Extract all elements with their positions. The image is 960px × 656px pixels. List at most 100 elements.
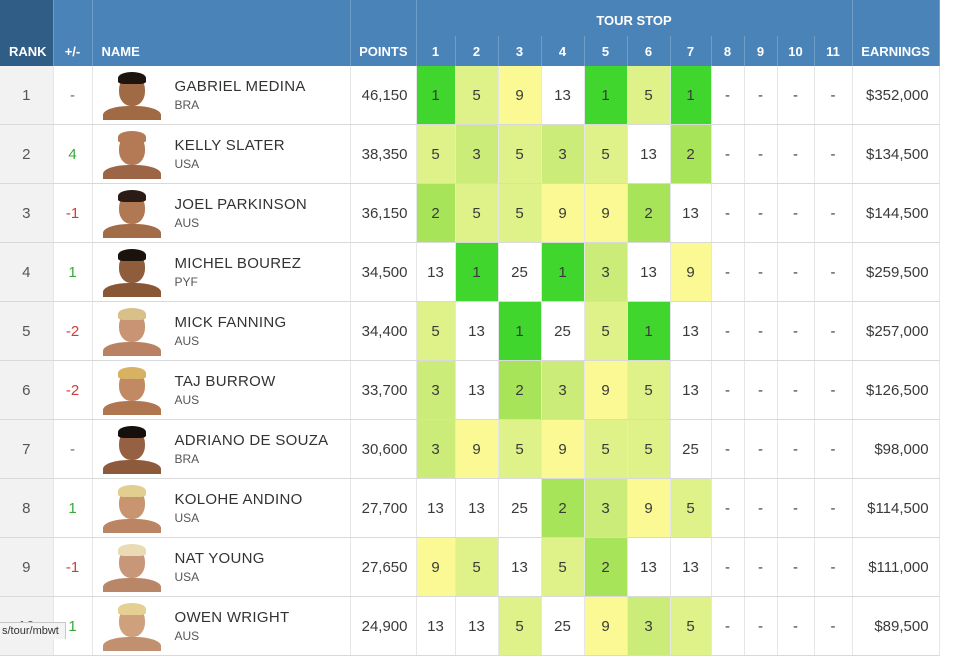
surfer-name[interactable]: KELLY SLATER — [174, 137, 285, 154]
stop-result-cell: 2 — [498, 360, 542, 420]
surfer-cell[interactable]: GABRIEL MEDINA BRA — [92, 66, 351, 125]
surfer-name[interactable]: KOLOHE ANDINO — [174, 491, 303, 508]
surfer-name[interactable]: NAT YOUNG — [174, 550, 265, 567]
avatar[interactable] — [102, 306, 161, 356]
avatar[interactable] — [102, 188, 161, 238]
rank-header[interactable]: RANK — [0, 0, 54, 66]
change-header[interactable]: +/- — [53, 0, 93, 66]
earnings-header[interactable]: EARNINGS — [852, 0, 940, 66]
table-row[interactable]: 5 -2 MICK FANNING AUS 34,400 5 13 1 25 5 1 13- - - - $2… — [0, 301, 940, 361]
stop-result-cell: 1 — [498, 301, 542, 361]
stop-header-5[interactable]: 5 — [584, 36, 628, 66]
avatar[interactable] — [102, 365, 161, 415]
change-cell: - — [53, 66, 93, 125]
surfer-cell[interactable]: MICHEL BOUREZ PYF — [92, 242, 351, 302]
points-header[interactable]: POINTS — [350, 0, 417, 66]
stop-header-4[interactable]: 4 — [541, 36, 585, 66]
tour-stop-header: TOUR STOP — [416, 0, 853, 36]
stop-header-1[interactable]: 1 — [416, 36, 456, 66]
stop-result-cell: - — [777, 596, 815, 656]
surfer-name[interactable]: GABRIEL MEDINA — [174, 78, 306, 95]
stop-result-cell: - — [777, 360, 815, 420]
stop-result-cell: 3 — [455, 124, 499, 184]
stop-result-cell: 25 — [541, 301, 585, 361]
stop-result-cell: 3 — [584, 478, 628, 538]
table-row[interactable]: 1- GABRIEL MEDINA BRA 46,150 1 5 9 13 1 5 1- - - - $35… — [0, 66, 940, 125]
change-cell: -1 — [53, 537, 93, 597]
table-row[interactable]: 4 1 MICHEL BOUREZ PYF 34,500 13 1 25 1 3 13 9- - - - $2… — [0, 242, 940, 302]
surfer-name[interactable]: MICK FANNING — [174, 314, 287, 331]
stop-result-cell: - — [711, 301, 745, 361]
surfer-cell[interactable]: JOEL PARKINSON AUS — [92, 183, 351, 243]
surfer-name[interactable]: MICHEL BOUREZ — [174, 255, 302, 272]
surfer-cell[interactable]: MICK FANNING AUS — [92, 301, 351, 361]
table-row[interactable]: 2 4 KELLY SLATER USA 38,350 5 3 5 3 5 13 2- - - - $134,… — [0, 124, 940, 184]
earnings-cell: $126,500 — [852, 360, 940, 420]
change-cell: - — [53, 419, 93, 479]
rank-cell: 5 — [0, 301, 54, 361]
stop-header-6[interactable]: 6 — [627, 36, 671, 66]
avatar[interactable] — [102, 70, 161, 120]
surfer-name[interactable]: ADRIANO DE SOUZA — [174, 432, 329, 449]
stop-result-cell: 9 — [627, 478, 671, 538]
surfer-cell[interactable]: NAT YOUNG USA — [92, 537, 351, 597]
stop-header-8[interactable]: 8 — [711, 36, 745, 66]
stop-header-9[interactable]: 9 — [744, 36, 778, 66]
stop-result-cell: - — [744, 242, 778, 302]
earnings-cell: $114,500 — [852, 478, 940, 538]
table-row[interactable]: 8 1 KOLOHE ANDINO USA 27,700 13 13 25 2 3 9 5- - - - $1… — [0, 478, 940, 538]
surfer-cell[interactable]: OWEN WRIGHT AUS — [92, 596, 351, 656]
rank-cell: 6 — [0, 360, 54, 420]
table-row[interactable]: 9 -1 NAT YOUNG USA 27,650 9 5 13 5 2 13 13- - - - $111,… — [0, 537, 940, 597]
stop-result-cell: - — [744, 301, 778, 361]
stop-result-cell: 5 — [670, 596, 712, 656]
change-cell: -2 — [53, 360, 93, 420]
stop-result-cell: 13 — [416, 596, 456, 656]
table-row[interactable]: 101OWEN WRIGHTAUS24,9001313525935----$89… — [0, 596, 940, 656]
stop-header-10[interactable]: 10 — [777, 36, 815, 66]
table-row[interactable]: 7- ADRIANO DE SOUZA BRA 30,600 3 9 5 9 5 5 25- - - - $… — [0, 419, 940, 479]
stop-result-cell: 13 — [455, 360, 499, 420]
points-cell: 34,400 — [350, 301, 417, 361]
stop-header-11[interactable]: 11 — [814, 36, 853, 66]
change-cell: -2 — [53, 301, 93, 361]
stop-result-cell: - — [814, 124, 853, 184]
surfer-country: AUS — [174, 334, 200, 348]
earnings-cell: $89,500 — [852, 596, 940, 656]
stop-header-7[interactable]: 7 — [670, 36, 712, 66]
avatar[interactable] — [102, 247, 161, 297]
stop-result-cell: - — [711, 183, 745, 243]
avatar[interactable] — [102, 483, 161, 533]
table-row[interactable]: 6 -2 TAJ BURROW AUS 33,700 3 13 2 3 9 5 13- - - - $126,… — [0, 360, 940, 420]
stop-result-cell: - — [711, 537, 745, 597]
points-cell: 27,650 — [350, 537, 417, 597]
stop-result-cell: 9 — [541, 419, 585, 479]
stop-result-cell: - — [711, 596, 745, 656]
table-row[interactable]: 3 -1 JOEL PARKINSON AUS 36,150 2 5 5 9 9 2 13- - - - $1… — [0, 183, 940, 243]
stop-result-cell: 13 — [627, 537, 671, 597]
points-cell: 36,150 — [350, 183, 417, 243]
surfer-name[interactable]: OWEN WRIGHT — [174, 609, 290, 626]
surfer-name[interactable]: TAJ BURROW — [174, 373, 276, 390]
surfer-cell[interactable]: TAJ BURROW AUS — [92, 360, 351, 420]
stop-result-cell: 3 — [416, 360, 456, 420]
avatar[interactable] — [102, 601, 161, 651]
surfer-cell[interactable]: KELLY SLATER USA — [92, 124, 351, 184]
avatar[interactable] — [102, 424, 161, 474]
change-cell: 4 — [53, 124, 93, 184]
stop-result-cell: - — [814, 183, 853, 243]
stop-header-2[interactable]: 2 — [455, 36, 499, 66]
stop-result-cell: 2 — [670, 124, 712, 184]
avatar[interactable] — [102, 129, 161, 179]
stop-result-cell: 9 — [498, 66, 542, 125]
stop-result-cell: - — [777, 537, 815, 597]
stop-header-3[interactable]: 3 — [498, 36, 542, 66]
surfer-cell[interactable]: KOLOHE ANDINO USA — [92, 478, 351, 538]
avatar[interactable] — [102, 542, 161, 592]
surfer-name[interactable]: JOEL PARKINSON — [174, 196, 308, 213]
surfer-cell[interactable]: ADRIANO DE SOUZA BRA — [92, 419, 351, 479]
stop-result-cell: 9 — [455, 419, 499, 479]
stop-result-cell: - — [777, 183, 815, 243]
name-header[interactable]: NAME — [92, 0, 351, 66]
stop-result-cell: - — [744, 360, 778, 420]
